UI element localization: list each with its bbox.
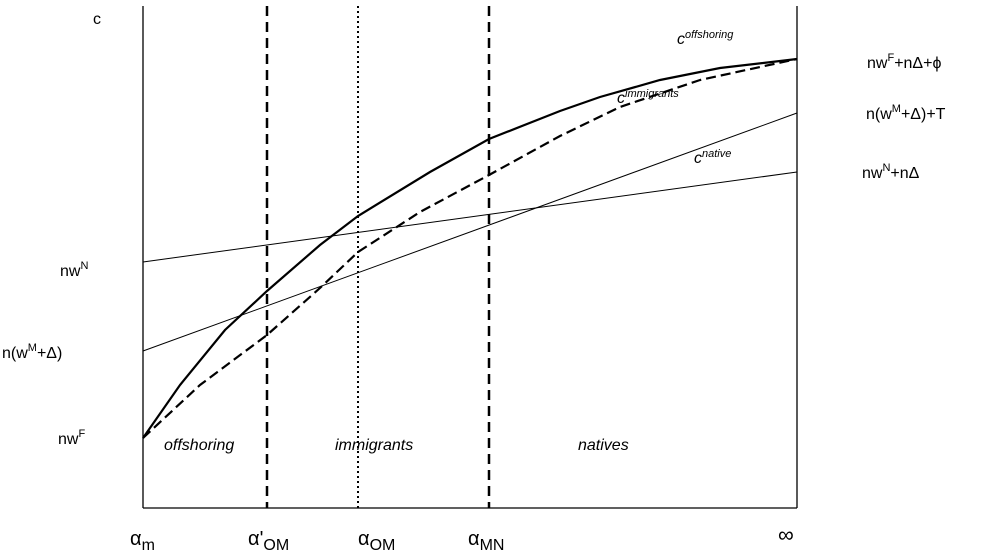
region-label: natives xyxy=(578,437,629,454)
x-label: α'OM xyxy=(248,528,289,554)
x-label: αm xyxy=(130,528,155,554)
lines xyxy=(142,6,798,509)
immigrants-curve xyxy=(142,112,798,352)
x-label: αMN xyxy=(468,528,504,554)
curve-label: cimmigrants xyxy=(617,88,679,107)
x-label: ∞ xyxy=(778,522,794,547)
right-label: nwF+nΔ+ϕ xyxy=(867,52,941,72)
offshoring-curve xyxy=(142,57,798,439)
left-label: n(wM+Δ) xyxy=(2,342,62,362)
x-label: αOM xyxy=(358,528,395,554)
right-label: n(wM+Δ)+T xyxy=(866,103,946,123)
axis-label: c xyxy=(93,11,101,28)
native-curve xyxy=(142,171,798,263)
left-label: nwF xyxy=(58,428,85,448)
curve-label: coffshoring xyxy=(677,29,734,48)
left-label: nwN xyxy=(60,260,88,280)
region-label: immigrants xyxy=(335,437,413,454)
right-label: nwN+nΔ xyxy=(862,162,920,182)
region-label: offshoring xyxy=(164,437,234,454)
curve-label: cnative xyxy=(694,148,731,167)
